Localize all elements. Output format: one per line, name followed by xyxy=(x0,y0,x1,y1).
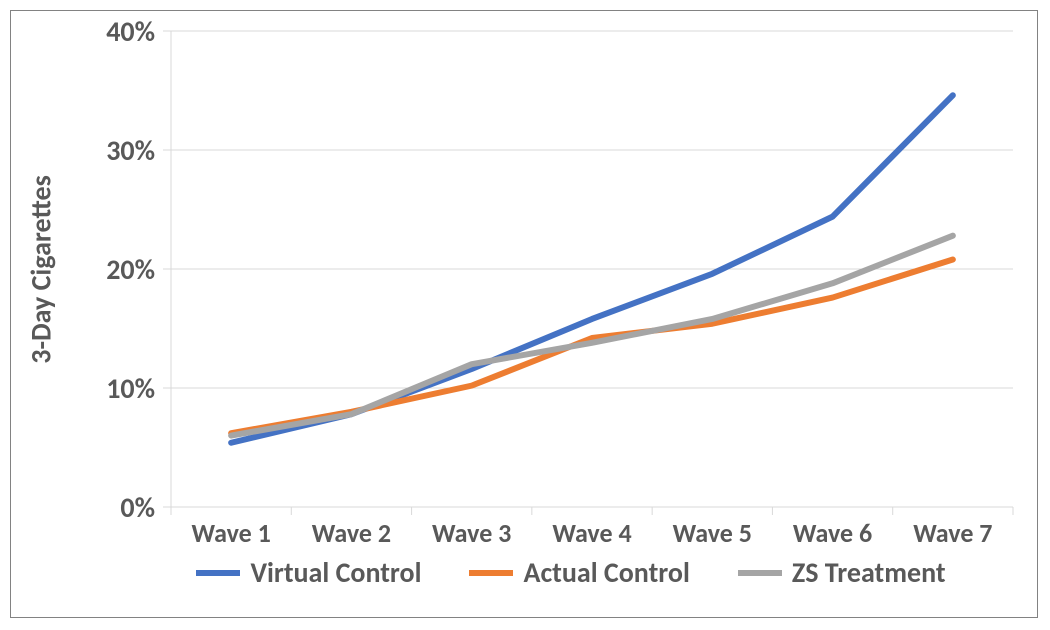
ytick-label: 40% xyxy=(106,14,155,49)
chart-container: 0% 10% 20% 30% 40% Wave 1 Wave 2 Wave 3 Wave 4 Wa… xyxy=(10,10,1038,618)
ytick-label: 10% xyxy=(106,371,155,406)
xtick-label: Wave 3 xyxy=(417,517,527,549)
legend-swatch xyxy=(469,570,513,576)
series-line xyxy=(231,259,953,433)
ytick-label: 0% xyxy=(120,490,155,525)
legend-label: Actual Control xyxy=(523,555,689,590)
ytick-label: 20% xyxy=(106,252,155,287)
xtick-label: Wave 7 xyxy=(898,517,1008,549)
legend-item: Actual Control xyxy=(469,555,689,590)
legend-swatch xyxy=(738,570,782,576)
legend-swatch xyxy=(196,570,240,576)
legend-item: Virtual Control xyxy=(196,555,421,590)
xtick-label: Wave 1 xyxy=(176,517,286,549)
ytick-label: 30% xyxy=(106,133,155,168)
xtick-label: Wave 2 xyxy=(296,517,406,549)
xtick-label: Wave 4 xyxy=(537,517,647,549)
legend-item: ZS Treatment xyxy=(738,555,946,590)
legend-label: ZS Treatment xyxy=(792,555,946,590)
legend: Virtual Control Actual Control ZS Treatmen… xyxy=(121,555,1021,590)
legend-label: Virtual Control xyxy=(250,555,421,590)
xtick-label: Wave 5 xyxy=(657,517,767,549)
xtick-label: Wave 6 xyxy=(778,517,888,549)
